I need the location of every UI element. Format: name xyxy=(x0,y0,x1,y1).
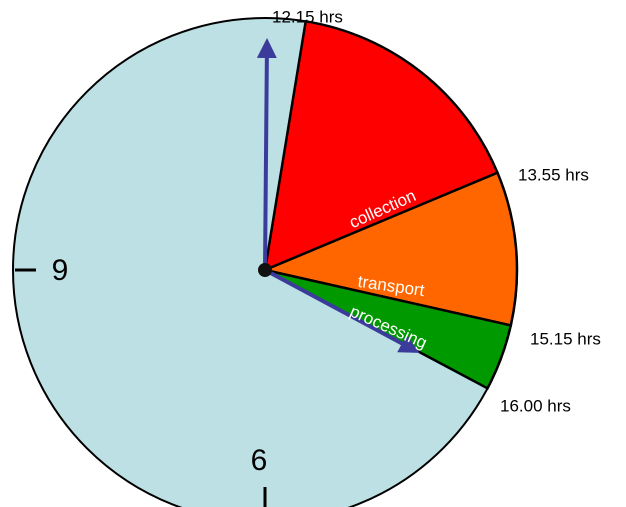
clock-number: 9 xyxy=(52,254,69,287)
collection-wedge xyxy=(263,19,500,273)
minute-hand xyxy=(256,38,277,271)
time-label: 16.00 hrs xyxy=(500,396,571,415)
time-label: 13.55 hrs xyxy=(518,165,589,184)
time-label: 15.15 hrs xyxy=(530,329,601,348)
time-label: 12.15 hrs xyxy=(272,7,343,26)
processing-wedge xyxy=(264,268,513,390)
clock-number: 6 xyxy=(251,444,268,477)
center-dot xyxy=(258,263,272,277)
hour-hand xyxy=(264,268,420,353)
transport-wedge xyxy=(260,171,519,327)
